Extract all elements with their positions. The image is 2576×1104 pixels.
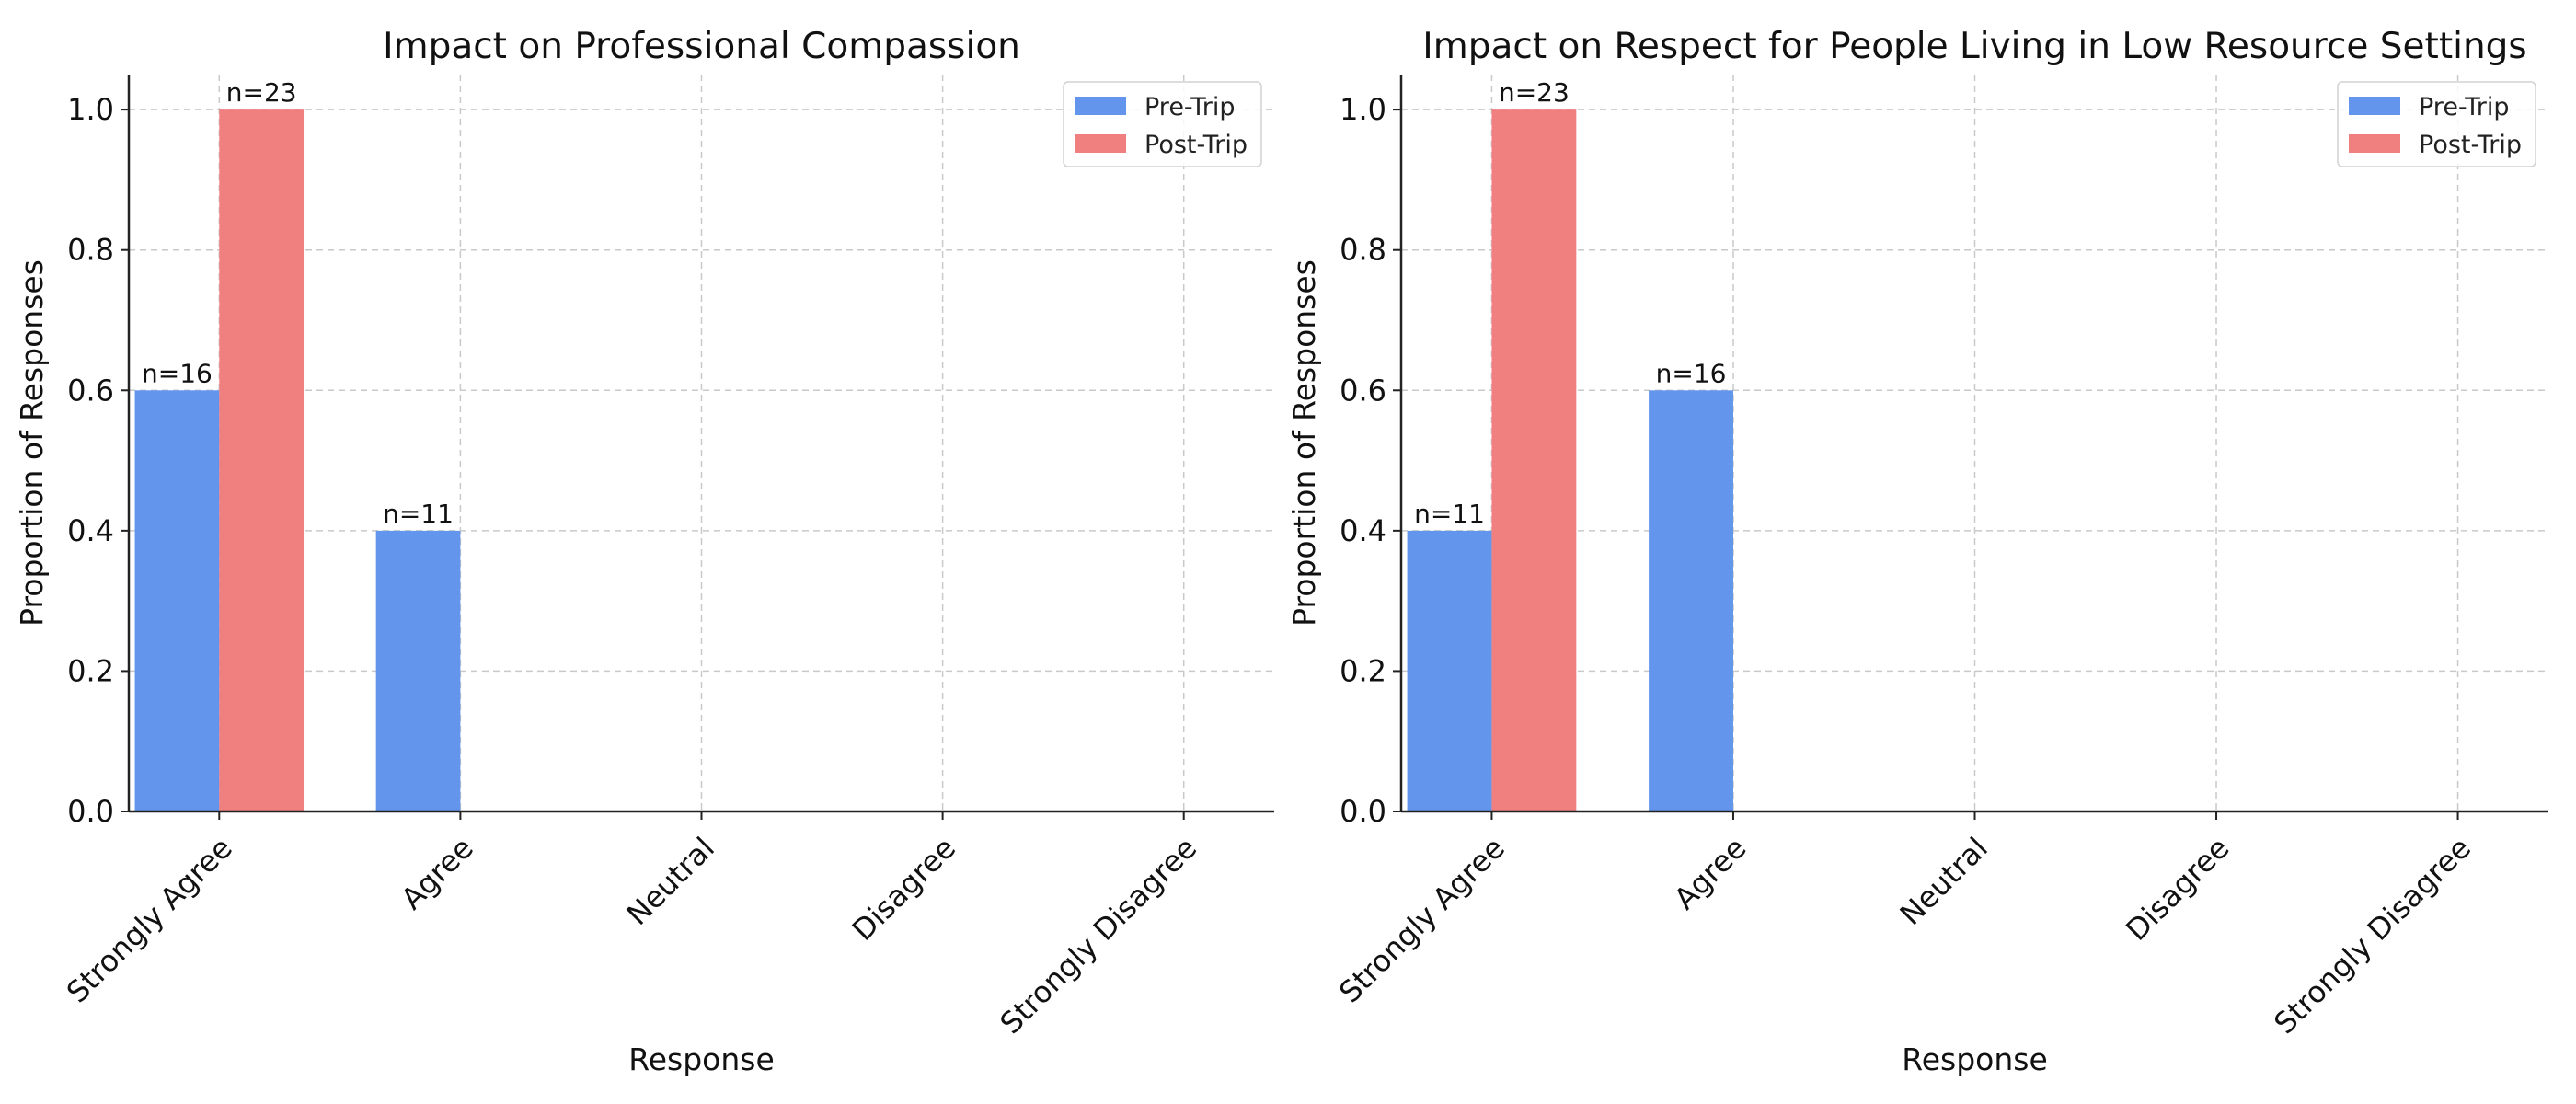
legend-label: Pre-Trip	[2419, 93, 2509, 121]
y-tick-label: 0.4	[67, 513, 114, 548]
legend-label: Pre-Trip	[1144, 93, 1235, 121]
bar-pre-trip-2	[1649, 390, 1733, 811]
y-tick-label: 1.0	[67, 92, 114, 127]
x-axis-label: Response	[1902, 1041, 2048, 1077]
bar-pre-trip-1	[1407, 530, 1492, 811]
y-tick-label: 1.0	[1340, 92, 1386, 127]
x-tick-label: Agree	[1667, 831, 1753, 916]
legend: Pre-Trip Post-Trip	[2337, 81, 2536, 167]
x-tick-label: Strongly Agree	[1332, 831, 1512, 1010]
y-tick-label: 0.8	[1340, 233, 1386, 268]
bar-post-trip-1	[219, 109, 305, 811]
data-label: n=11	[383, 499, 454, 529]
bar-pre-trip-1	[134, 390, 220, 811]
legend-label: Post-Trip	[1144, 131, 1248, 159]
data-label: n=16	[1656, 358, 1727, 388]
x-tick-label: Disagree	[845, 831, 962, 948]
x-tick-label: Disagree	[2119, 831, 2236, 948]
y-tick-label: 0.6	[1340, 373, 1386, 408]
y-tick-label: 0.0	[1340, 794, 1386, 829]
x-tick-label: Strongly Disagree	[994, 831, 1204, 1041]
y-tick-label: 0.2	[1340, 653, 1386, 688]
y-tick-label: 0.2	[67, 653, 114, 688]
x-axis-label: Response	[628, 1041, 775, 1077]
x-tick-label: Neutral	[1893, 831, 1995, 932]
chart-panel-2: 0.0 0.2 0.4 0.6 0.8 1.0 n=11 n=16 n=23 Strongly A…	[1286, 26, 2548, 1077]
legend-swatch-post-trip	[2349, 134, 2400, 153]
y-axis-label: Proportion of Responses	[1286, 259, 1322, 627]
x-tick-label: Strongly Disagree	[2267, 831, 2478, 1041]
x-tick-label: Neutral	[620, 831, 721, 932]
legend-swatch-pre-trip	[1075, 97, 1126, 115]
y-tick-label: 0.8	[67, 233, 114, 268]
y-tick-label: 0.6	[67, 373, 114, 408]
data-label: n=23	[1499, 77, 1570, 108]
x-tick-label: Strongly Agree	[60, 831, 239, 1010]
bar-pre-trip-2	[375, 530, 461, 811]
y-axis-label: Proportion of Responses	[14, 259, 50, 627]
legend-label: Post-Trip	[2419, 131, 2522, 159]
bar-post-trip-1	[1491, 109, 1577, 811]
data-label: n=11	[1414, 499, 1485, 529]
legend: Pre-Trip Post-Trip	[1063, 81, 1262, 167]
legend-swatch-post-trip	[1075, 134, 1126, 153]
x-tick-label: Agree	[395, 831, 480, 916]
legend-swatch-pre-trip	[2349, 97, 2400, 115]
y-tick-label: 0.4	[1340, 513, 1386, 548]
chart-title: Impact on Respect for People Living in L…	[1422, 26, 2527, 67]
data-label: n=16	[142, 358, 213, 388]
chart-title: Impact on Professional Compassion	[383, 26, 1020, 67]
chart-panel-1: 0.0 0.2 0.4 0.6 0.8 1.0 n=16 n=11 n=23 Strongly A…	[14, 26, 1274, 1077]
data-label: n=23	[226, 77, 297, 108]
y-tick-label: 0.0	[67, 794, 114, 829]
